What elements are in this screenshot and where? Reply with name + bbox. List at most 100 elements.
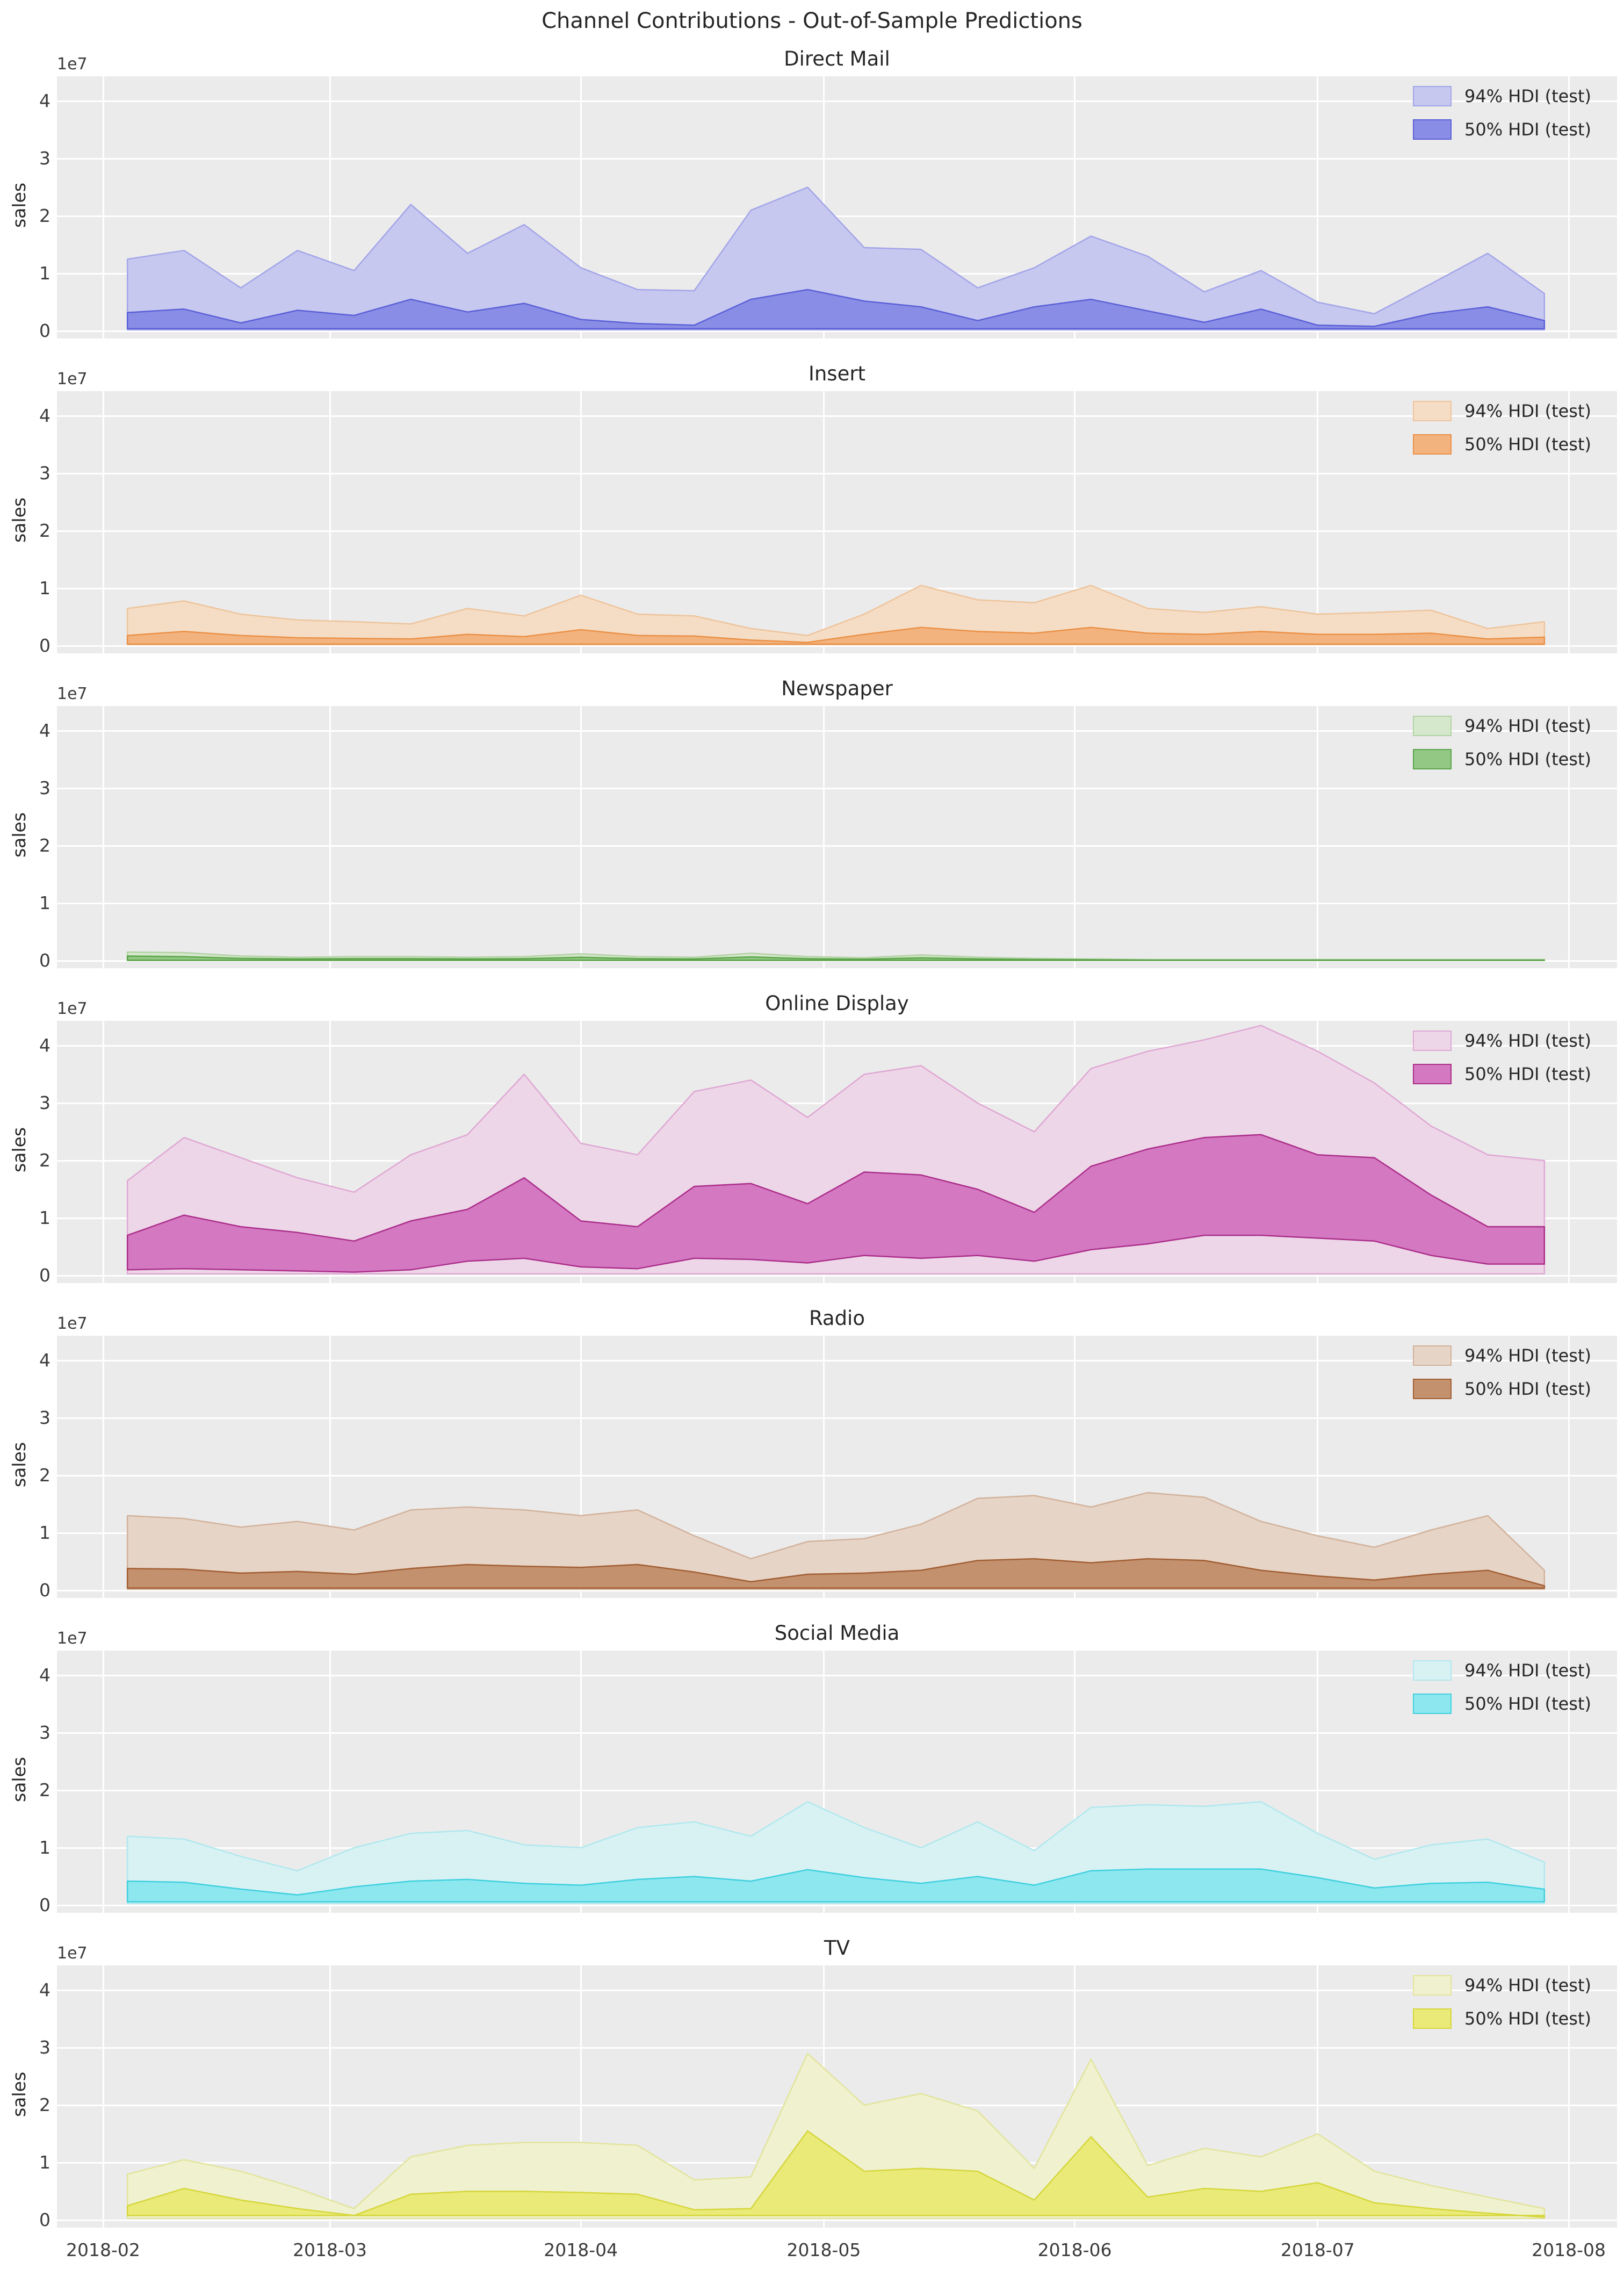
y-tick-label: 4 [39, 90, 50, 111]
grid-line-vertical [1568, 1021, 1570, 1283]
y-axis-label: sales [9, 1127, 30, 1173]
legend-label: 94% HDI (test) [1464, 1345, 1591, 1366]
legend-item: 94% HDI (test) [1412, 1975, 1591, 1996]
hdi-bands-canvas [126, 186, 1546, 331]
legend-item: 94% HDI (test) [1412, 1660, 1591, 1681]
legend-label: 94% HDI (test) [1464, 1031, 1591, 1051]
y-tick-label: 1 [39, 1207, 50, 1228]
grid-line-horizontal [57, 215, 1617, 217]
subplot-title: Newspaper [781, 677, 893, 700]
grid-line-vertical [822, 1336, 825, 1598]
legend-swatch-94-hdi [1412, 716, 1452, 736]
subplot-title: Insert [808, 362, 866, 385]
grid-line-horizontal [57, 645, 1617, 647]
legend-label: 50% HDI (test) [1464, 119, 1591, 140]
grid-line-horizontal [57, 902, 1617, 904]
grid-line-vertical [102, 1965, 104, 2228]
legend-swatch-50-hdi [1412, 749, 1452, 769]
grid-line-horizontal [57, 1674, 1617, 1676]
plot-area: 94% HDI (test) 50% HDI (test) [57, 706, 1617, 968]
grid-line-vertical [1568, 76, 1570, 338]
grid-line-vertical [1568, 1336, 1570, 1598]
grid-line-vertical [1317, 1965, 1319, 2228]
x-tick-label: 2018-07 [1280, 2239, 1355, 2260]
legend-item: 94% HDI (test) [1412, 1345, 1591, 1366]
grid-line-vertical [102, 1336, 104, 1598]
legend-item: 50% HDI (test) [1412, 119, 1591, 140]
legend-item: 50% HDI (test) [1412, 434, 1591, 455]
grid-line-vertical [580, 1336, 582, 1598]
hdi-bands-canvas [126, 1801, 1546, 1905]
y-tick-label: 2 [39, 1465, 50, 1486]
grid-line-vertical [1317, 1336, 1319, 1598]
legend-swatch-94-hdi [1412, 86, 1452, 106]
grid-line-horizontal [57, 1732, 1617, 1734]
grid-line-horizontal [57, 2219, 1617, 2221]
grid-line-vertical [580, 1965, 582, 2228]
grid-line-horizontal [57, 787, 1617, 789]
hdi-bands-canvas [126, 2052, 1546, 2220]
x-tick-label: 2018-06 [1037, 2239, 1112, 2260]
plot-area: 94% HDI (test) 50% HDI (test) [57, 391, 1617, 653]
y-tick-label: 2 [39, 2094, 50, 2115]
x-tick-label: 2018-03 [293, 2239, 367, 2260]
grid-line-vertical [102, 706, 104, 968]
hdi-band-50 [126, 2130, 1546, 2218]
legend: 94% HDI (test) 50% HDI (test) [1412, 716, 1591, 769]
plot-area: 94% HDI (test) 50% HDI (test) [57, 1651, 1617, 1913]
hdi-band-50 [126, 1134, 1546, 1273]
x-tick-label: 2018-08 [1532, 2239, 1606, 2260]
legend-item: 50% HDI (test) [1412, 1379, 1591, 1399]
grid-line-horizontal [57, 1474, 1617, 1476]
grid-line-horizontal [57, 1045, 1617, 1047]
y-tick-label: 3 [39, 1722, 50, 1743]
legend-label: 50% HDI (test) [1464, 434, 1591, 455]
y-axis-offset-label: 1e7 [57, 55, 88, 74]
legend: 94% HDI (test) 50% HDI (test) [1412, 1660, 1591, 1714]
grid-line-horizontal [57, 1417, 1617, 1419]
grid-line-horizontal [57, 1532, 1617, 1534]
grid-line-horizontal [57, 1274, 1617, 1277]
subplot-title: Online Display [765, 992, 909, 1015]
grid-line-vertical [329, 1651, 331, 1913]
grid-line-horizontal [57, 530, 1617, 532]
grid-line-vertical [329, 391, 331, 653]
y-tick-label: 1 [39, 2152, 50, 2173]
y-tick-label: 0 [39, 1580, 50, 1601]
grid-line-vertical [329, 1965, 331, 2228]
legend-item: 94% HDI (test) [1412, 1031, 1591, 1051]
legend-item: 50% HDI (test) [1412, 1694, 1591, 1714]
legend-swatch-94-hdi [1412, 1975, 1452, 1996]
grid-line-vertical [1317, 391, 1319, 653]
y-tick-label: 0 [39, 2209, 50, 2230]
legend-label: 94% HDI (test) [1464, 1975, 1591, 1996]
grid-line-horizontal [57, 587, 1617, 589]
grid-line-horizontal [57, 415, 1617, 417]
hdi-band-50 [126, 955, 1546, 961]
subplot-title: Social Media [774, 1622, 900, 1645]
hdi-bands-canvas [126, 1025, 1546, 1275]
y-tick-label: 4 [39, 405, 50, 426]
y-tick-label: 4 [39, 1350, 50, 1371]
grid-line-horizontal [57, 472, 1617, 474]
y-tick-label: 1 [39, 1837, 50, 1858]
y-axis-label: sales [9, 182, 30, 228]
legend: 94% HDI (test) 50% HDI (test) [1412, 401, 1591, 455]
y-tick-label: 4 [39, 1665, 50, 1685]
grid-line-horizontal [57, 1904, 1617, 1906]
y-tick-label: 0 [39, 320, 50, 341]
y-tick-label: 3 [39, 148, 50, 169]
hdi-band-94 [126, 2052, 1546, 2220]
plot-area: 94% HDI (test) 50% HDI (test) [57, 1021, 1617, 1283]
legend: 94% HDI (test) 50% HDI (test) [1412, 1345, 1591, 1399]
grid-line-vertical [102, 391, 104, 653]
grid-line-vertical [822, 706, 825, 968]
y-tick-label: 2 [39, 520, 50, 541]
y-tick-label: 2 [39, 1780, 50, 1800]
y-tick-label: 0 [39, 1895, 50, 1915]
grid-line-horizontal [57, 330, 1617, 332]
legend-swatch-50-hdi [1412, 1379, 1452, 1399]
y-axis-offset-label: 1e7 [57, 1629, 88, 1648]
grid-line-horizontal [57, 1989, 1617, 1991]
